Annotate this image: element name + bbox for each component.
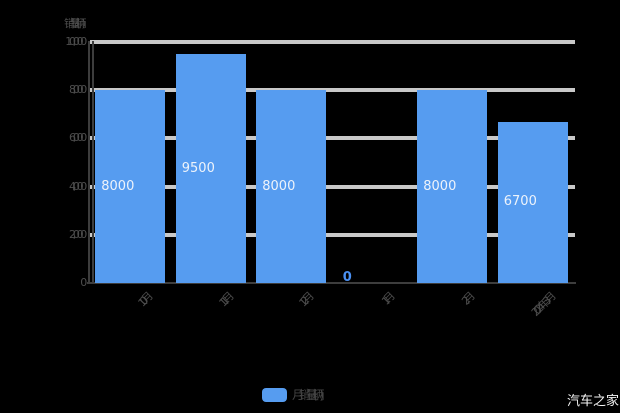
- gridline: [90, 136, 575, 141]
- bar-zero-value-label: 0: [342, 270, 352, 285]
- x-axis-tick-label: 2024年3月: [528, 292, 556, 320]
- bar-value-label: 6700: [503, 194, 537, 210]
- y-axis-tick-label: 0: [80, 276, 87, 289]
- y-axis-line: [92, 41, 94, 284]
- gridline: [90, 88, 575, 93]
- gridline: [90, 184, 575, 189]
- legend-swatch-icon[interactable]: [262, 387, 287, 402]
- legend[interactable]: 月销量(辆): [262, 386, 324, 403]
- y-axis-tick-label: 8,000: [69, 83, 87, 97]
- y-axis-title: 销量(辆): [64, 17, 86, 30]
- x-axis-tick-label: 2月: [459, 292, 475, 308]
- bar-value-label: 8000: [101, 178, 135, 194]
- legend-label[interactable]: 月销量(辆): [292, 388, 324, 402]
- bar[interactable]: [497, 121, 568, 283]
- bar[interactable]: [417, 90, 488, 283]
- x-axis-tick-label: 12月: [296, 292, 314, 310]
- bar-value-label: 9500: [181, 160, 215, 176]
- gridline: [90, 232, 575, 237]
- y-axis-tick-label: 10,000: [65, 35, 87, 48]
- y-axis-tick-label: 2,000: [69, 227, 87, 241]
- y-axis-tick-label: 6,000: [69, 131, 87, 145]
- watermark-autohome: 汽车之家: [567, 394, 620, 409]
- bar-value-label: 8000: [262, 178, 296, 194]
- gridline: [90, 40, 575, 44]
- bar[interactable]: [175, 54, 246, 283]
- y-axis-line: [88, 41, 90, 284]
- bar-value-label: 8000: [423, 178, 457, 194]
- y-axis-tick-label: 4,000: [69, 179, 87, 193]
- bar[interactable]: [256, 90, 327, 283]
- x-axis-line: [87, 281, 576, 284]
- bar[interactable]: [95, 90, 166, 283]
- x-axis-tick-label: 10月: [135, 292, 153, 310]
